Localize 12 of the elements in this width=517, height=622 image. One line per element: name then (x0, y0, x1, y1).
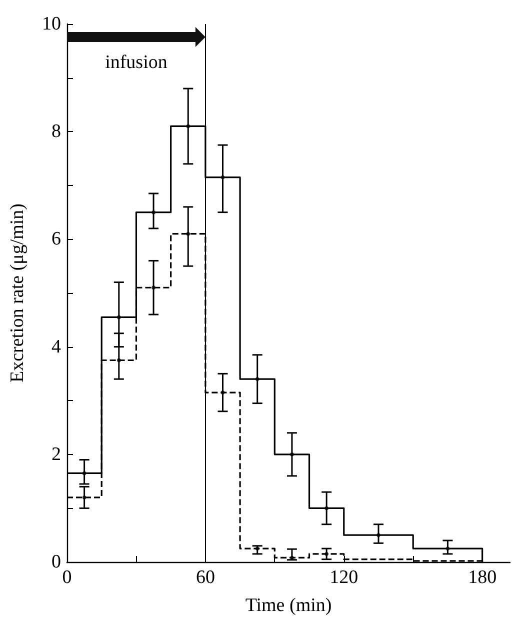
y-tick-label: 8 (52, 121, 61, 142)
annotation: infusion (105, 52, 168, 74)
y-tick-label: 0 (52, 552, 61, 572)
x-tick-label: 180 (468, 567, 497, 588)
y-tick-label: 6 (52, 228, 61, 250)
y-tick-label: 10 (42, 14, 61, 34)
y-tick-label: 2 (52, 444, 61, 465)
y-tick-label: 4 (52, 336, 62, 358)
x-axis-title: Time (min) (245, 595, 332, 616)
x-tick-label: 120 (330, 567, 358, 588)
x-tick-label: 60 (196, 567, 215, 588)
y-axis-title: Excretion rate (μg/min) (7, 203, 28, 383)
